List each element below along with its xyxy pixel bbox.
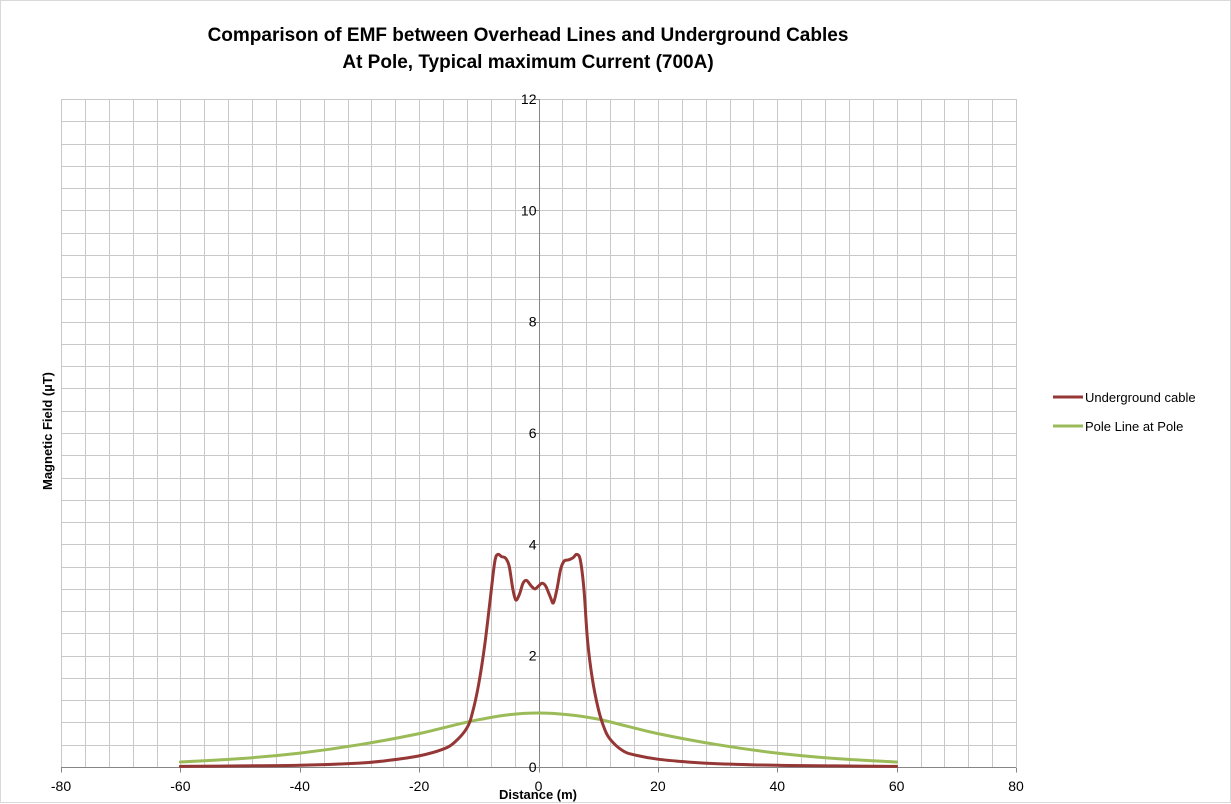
tick-labels: -80 -60 -40 -20 0 20 40 60 80 0 2 4 6 8 10 12 xyxy=(51,91,1024,794)
series-lines xyxy=(178,552,899,768)
y-tick-label: 2 xyxy=(529,648,537,664)
y-tick-label: 10 xyxy=(521,202,537,218)
chart-title-line-1: Comparison of EMF between Overhead Lines… xyxy=(208,25,849,46)
y-tick-label: 4 xyxy=(529,536,537,552)
y-tick-label: 8 xyxy=(529,314,537,330)
x-tick-label: 40 xyxy=(769,778,785,794)
legend: Underground cable Pole Line at Pole xyxy=(1053,390,1196,434)
series-line-underground-cable xyxy=(178,552,899,768)
grid xyxy=(61,99,1017,768)
x-tick-label: 60 xyxy=(889,778,905,794)
series-line-pole-line-at-pole xyxy=(178,711,899,764)
x-tick-label: -20 xyxy=(409,778,429,794)
x-tick-label: -40 xyxy=(290,778,310,794)
x-axis-title: Distance (m) xyxy=(499,787,577,802)
x-tick-label: -60 xyxy=(170,778,190,794)
legend-label-pole-line: Pole Line at Pole xyxy=(1085,419,1183,434)
y-axis-title: Magnetic Field (µT) xyxy=(40,372,55,490)
y-tick-label: 12 xyxy=(521,91,537,107)
legend-label-underground-cable: Underground cable xyxy=(1085,390,1196,405)
y-tick-label: 0 xyxy=(529,759,537,775)
chart-title-line-2: At Pole, Typical maximum Current (700A) xyxy=(342,52,713,73)
x-tick-label: -80 xyxy=(51,778,71,794)
y-tick-label: 6 xyxy=(529,425,537,441)
x-tick-label: 80 xyxy=(1008,778,1024,794)
x-tick-label: 0 xyxy=(535,778,543,794)
x-tick-label: 20 xyxy=(650,778,666,794)
